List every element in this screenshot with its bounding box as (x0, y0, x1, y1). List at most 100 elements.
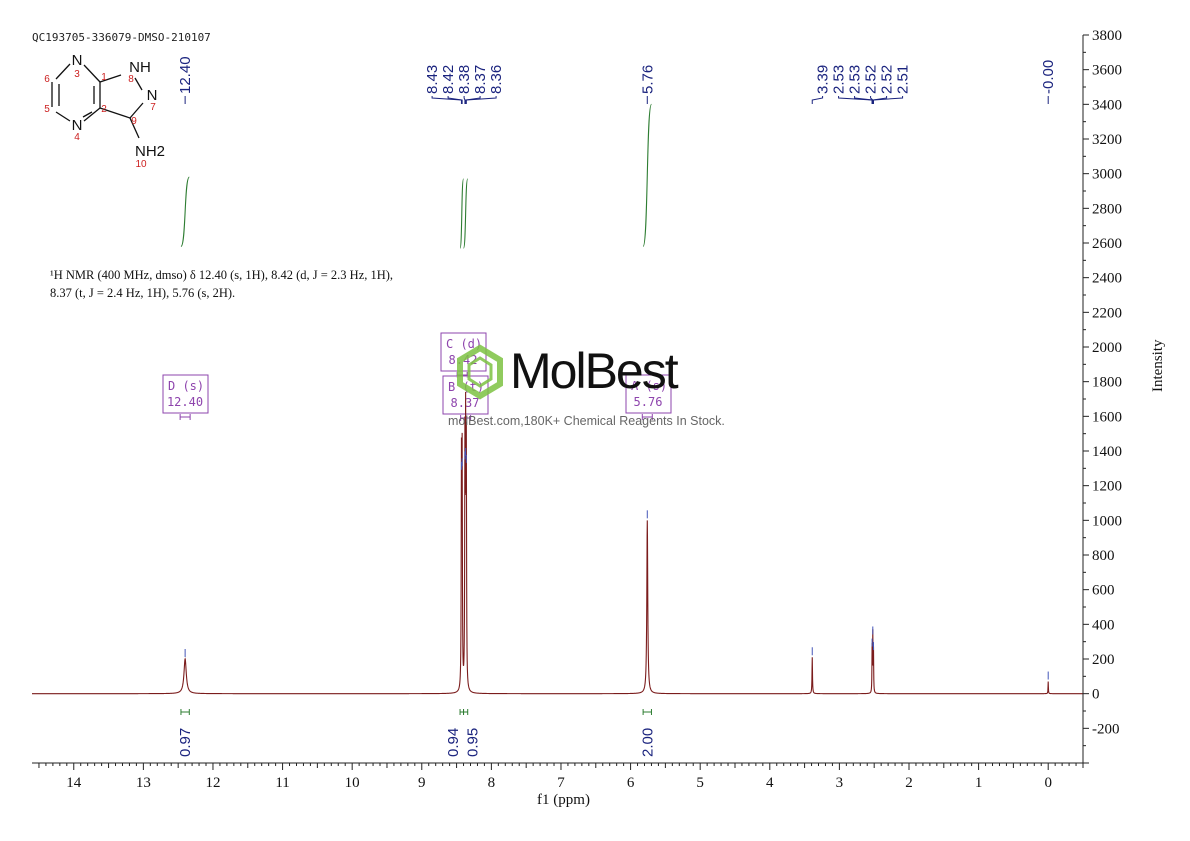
y-tick-label: 2600 (1092, 236, 1122, 252)
y-tick-label: 1000 (1092, 513, 1122, 529)
multiplet-letter: A (s) (631, 379, 667, 393)
multiplet-box (625, 374, 672, 414)
y-tick-label: 200 (1092, 652, 1115, 668)
y-tick-label: 3600 (1092, 63, 1122, 79)
multiplet-box (162, 374, 209, 414)
integral-curve (180, 176, 190, 248)
multiplet-shift: 8.37 (451, 396, 480, 410)
atom-number: 3 (74, 69, 80, 80)
peak-label-connector (811, 96, 824, 104)
atom-number: 8 (128, 74, 134, 85)
x-tick-label: 4 (766, 775, 774, 791)
x-tick-label: 0 (1044, 775, 1052, 791)
atom-number: 1 (101, 72, 107, 83)
peak-label-connector (465, 96, 497, 104)
peak-label-connector (463, 96, 466, 104)
y-tick-label: 2000 (1092, 340, 1122, 356)
x-tick-label: 6 (627, 775, 635, 791)
multiplet-letter: C (d) (446, 337, 482, 351)
x-tick-label: 7 (557, 775, 565, 791)
integral-bar (642, 709, 652, 715)
multiplet-range (641, 414, 653, 420)
nmr-summary-line2: 8.37 (t, J = 2.4 Hz, 1H), 5.76 (s, 2H). (50, 286, 236, 300)
peak-label-connector (465, 96, 481, 104)
y-tick-label: 800 (1092, 548, 1115, 564)
peak-label-connector (838, 96, 873, 104)
spectrum-layer (32, 391, 1083, 695)
y-tick-label: 3000 (1092, 167, 1122, 183)
y-tick-label: 0 (1092, 687, 1100, 703)
bond (83, 107, 101, 122)
peak-label-connector (854, 96, 873, 104)
peak-label: 5.76 (639, 65, 656, 94)
atom-label: N (72, 52, 83, 69)
x-tick-label: 10 (345, 775, 360, 791)
peak-label: 2.51 (895, 65, 912, 94)
integral-value: 2.00 (639, 728, 656, 757)
multiplet-shift: 12.40 (167, 395, 203, 409)
watermark-logo-text: MolBest (510, 343, 679, 399)
atom-number: 10 (135, 159, 147, 170)
atom-label: N (147, 87, 158, 104)
integral-bar (463, 709, 469, 715)
double-bond (134, 77, 143, 91)
atom-label: NH2 (135, 143, 165, 160)
peak-label: -0.00 (1040, 60, 1057, 94)
integral-curve (459, 178, 465, 249)
peak-label: 8.36 (488, 65, 505, 94)
atom-number: 5 (44, 104, 50, 115)
peak-label: 12.40 (177, 56, 194, 94)
atom-label: NH (129, 59, 151, 76)
bond (55, 63, 71, 80)
peak-label: 2.53 (847, 65, 864, 94)
x-tick-label: 9 (418, 775, 426, 791)
x-tick-label: 12 (205, 775, 220, 791)
x-tick-label: 1 (975, 775, 983, 791)
peak-label-connector (447, 96, 463, 104)
peak-label: 3.39 (815, 65, 832, 94)
y-tick-label: 2400 (1092, 271, 1122, 287)
peak-label: 2.52 (863, 65, 880, 94)
integral-curves (180, 103, 652, 249)
y-tick-label: 600 (1092, 583, 1115, 599)
y-tick-label: -200 (1092, 721, 1120, 737)
x-tick-label: 14 (66, 775, 82, 791)
y-tick-label: 1600 (1092, 409, 1122, 425)
peak-label-connector (431, 96, 462, 104)
integral-curve (642, 103, 652, 248)
multiplet-range (179, 414, 191, 420)
y-tick-label: 1800 (1092, 375, 1122, 391)
x-tick-label: 2 (905, 775, 913, 791)
y-tick-label: 2800 (1092, 201, 1122, 217)
peak-label: 2.52 (879, 65, 896, 94)
nmr-summary-line1: ¹H NMR (400 MHz, dmso) δ 12.40 (s, 1H), … (50, 268, 394, 282)
x-axis: 14 13 12 11 10 9 8 7 6 5 4 3 2 1 0f1 (ppm) (32, 762, 1084, 808)
integral-value: 0.95 (465, 728, 482, 757)
peak-label: 8.43 (424, 65, 441, 94)
integral-value: 0.94 (445, 728, 462, 757)
y-tick-label: 3400 (1092, 97, 1122, 113)
watermark-subtitle: molBest.com,180K+ Chemical Reagents In S… (448, 414, 725, 428)
peak-label: 2.53 (831, 65, 848, 94)
peak-label: 8.42 (440, 65, 457, 94)
x-tick-label: 11 (275, 775, 289, 791)
atom-number: 7 (150, 102, 156, 113)
molecule-structure: N NH N N NH2 1 2 3 4 5 6 7 8 9 10 (44, 52, 165, 170)
x-tick-label: 3 (836, 775, 844, 791)
nmr-summary: ¹H NMR (400 MHz, dmso) δ 12.40 (s, 1H), … (50, 266, 393, 302)
bond (83, 64, 101, 83)
peak-label: 8.37 (472, 65, 489, 94)
atom-number: 9 (131, 116, 137, 127)
peak-label-connector (872, 96, 888, 104)
atom-label: N (72, 117, 83, 134)
peak-labels: 12.40 8.43 8.42 8.38 8.37 8.36 5.76 3.39 2.53 2.5… (177, 56, 1057, 104)
y-axis-label: Intensity (1150, 339, 1166, 393)
x-tick-label: 5 (696, 775, 704, 791)
integral-value: 0.97 (177, 728, 194, 757)
y-tick-label: 2200 (1092, 305, 1122, 321)
integral-bar (180, 709, 190, 715)
x-axis-label: f1 (ppm) (537, 792, 590, 808)
peak-label-connector (872, 96, 904, 104)
y-tick-label: 400 (1092, 617, 1115, 633)
multiplet-shift: 5.76 (634, 395, 663, 409)
